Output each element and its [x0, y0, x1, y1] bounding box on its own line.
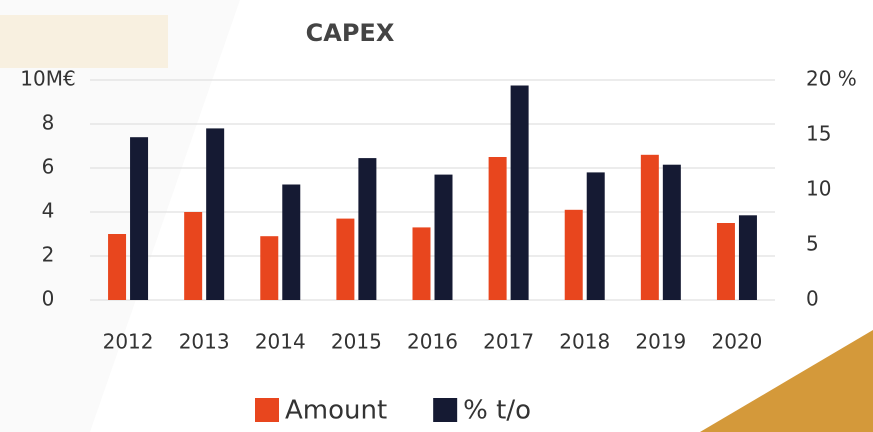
x-tick-label: 2019 — [635, 330, 686, 354]
bar — [564, 209, 583, 300]
bar — [640, 154, 659, 300]
y-tick-label: 2 — [42, 243, 55, 267]
y2-tick-label: 15 — [806, 122, 831, 146]
bar — [412, 227, 431, 300]
bar — [716, 223, 735, 300]
x-tick-label: 2014 — [255, 330, 306, 354]
y2-tick-label: 20 % — [806, 67, 857, 91]
y2-tick-label: 10 — [806, 177, 831, 201]
x-tick-label: 2018 — [559, 330, 610, 354]
y2-tick-label: 0 — [806, 287, 819, 311]
y-tick-label: 6 — [42, 155, 55, 179]
x-tick-label: 2012 — [103, 330, 154, 354]
legend-label: Amount — [285, 396, 387, 426]
chart-title: CAPEX — [306, 19, 395, 47]
background-shape — [700, 330, 873, 432]
bar — [130, 137, 149, 300]
y-tick-label: 0 — [42, 287, 55, 311]
x-tick-label: 2016 — [407, 330, 458, 354]
bar — [510, 85, 529, 300]
bar — [488, 157, 507, 300]
bar — [662, 164, 681, 300]
background-shape — [0, 0, 240, 432]
bar — [184, 212, 203, 300]
legend-swatch — [255, 398, 279, 422]
x-tick-label: 2020 — [711, 330, 762, 354]
x-tick-label: 2017 — [483, 330, 534, 354]
legend-swatch — [433, 398, 458, 422]
bar — [206, 128, 225, 300]
bar — [108, 234, 127, 300]
bar — [260, 236, 279, 300]
y2-tick-label: 5 — [806, 232, 819, 256]
bar — [336, 218, 355, 300]
legend-label: % t/o — [463, 396, 531, 426]
y-tick-label: 10M€ — [20, 67, 75, 91]
bar — [434, 174, 453, 300]
background-shape — [0, 15, 168, 68]
bar — [586, 172, 605, 300]
bar — [282, 184, 301, 300]
bar — [738, 215, 757, 300]
y-tick-label: 4 — [42, 199, 55, 223]
x-tick-label: 2013 — [179, 330, 230, 354]
bar — [358, 158, 377, 300]
x-tick-label: 2015 — [331, 330, 382, 354]
y-tick-label: 8 — [42, 111, 55, 135]
